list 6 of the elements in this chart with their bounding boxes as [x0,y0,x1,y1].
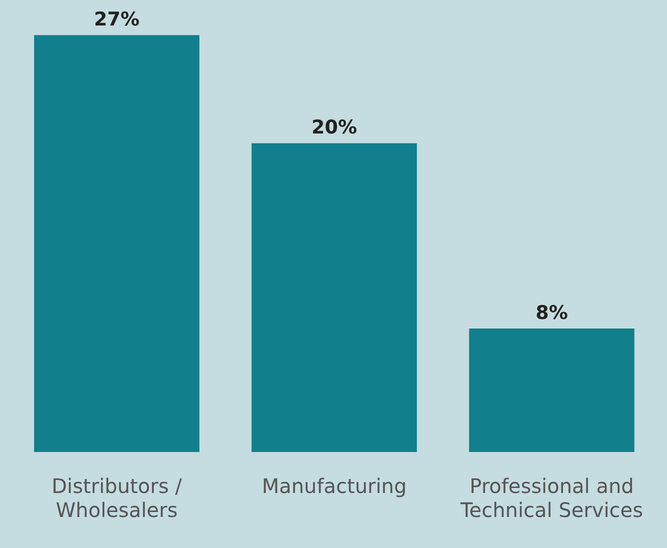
data-label: 27% [94,8,140,31]
x-tick-label: Professional and Technical Services [459,474,643,522]
x-tick-label: Manufacturing [262,474,407,498]
data-label: 20% [312,116,357,139]
x-tick-label: Distributors / Wholesalers [52,474,182,522]
data-label: 8% [536,302,568,324]
